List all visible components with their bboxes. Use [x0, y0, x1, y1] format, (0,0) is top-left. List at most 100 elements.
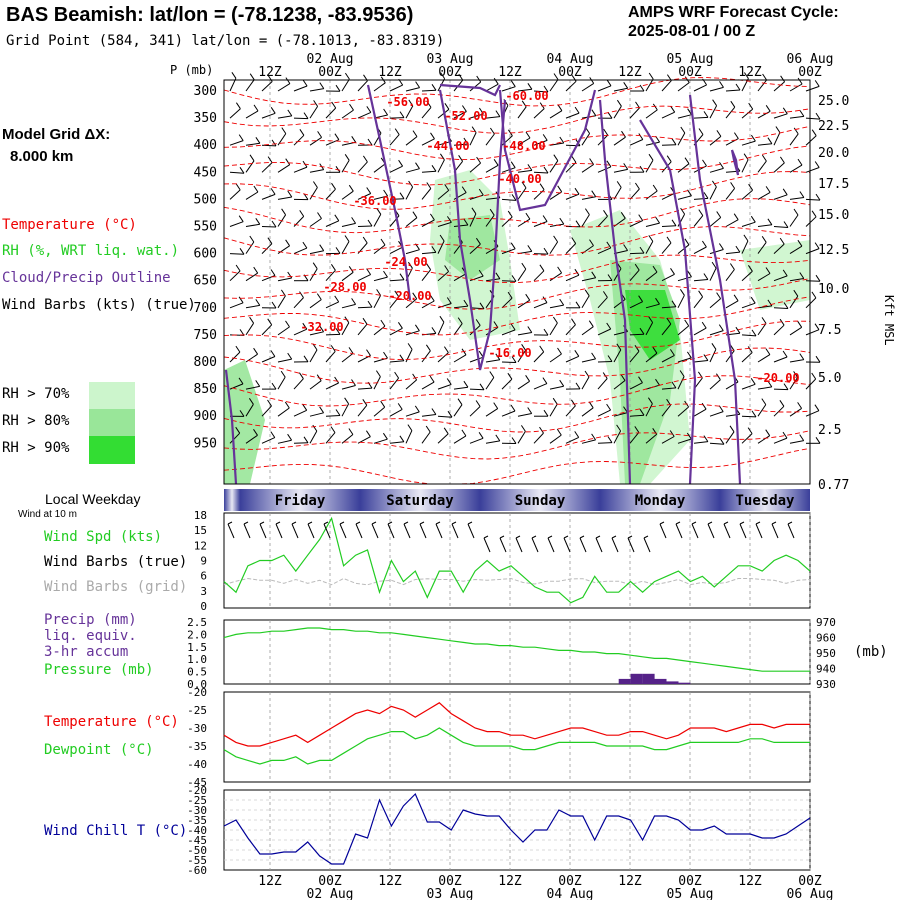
wind-barb-flag [761, 398, 767, 405]
wind-barb-flag [510, 323, 516, 331]
wind-barb-flag [253, 185, 259, 193]
wind-barb [581, 133, 591, 146]
wind-barb-flag [334, 295, 340, 303]
windchill-tick: -30 [187, 804, 207, 817]
wind-barb [501, 329, 516, 336]
wind-barb-flag [542, 134, 548, 141]
wind-barb [309, 250, 324, 255]
wind-barb [277, 295, 286, 309]
wind-barb-flag [698, 128, 704, 135]
dewpoint-line [223, 727, 810, 765]
wind-barb [549, 353, 562, 363]
wind-barb-flag [575, 382, 581, 390]
wind-barb-flag [255, 299, 261, 306]
wind-barb-flag [344, 72, 350, 80]
wind-barb-flag [510, 242, 516, 250]
top-time-tick: 12Z [738, 65, 762, 80]
surface-wind-barb [547, 537, 555, 553]
wind-barb-flag [543, 166, 549, 174]
wind-barb-flag [684, 319, 690, 327]
wind-barb [277, 83, 291, 92]
pressure-tick: 930 [816, 678, 836, 691]
wind-barb [469, 213, 477, 227]
wind-barb [741, 108, 754, 119]
wind-barb [357, 387, 373, 390]
temperature-contour-label: -24.00 [384, 255, 427, 269]
wind-barb [773, 243, 785, 254]
legend-precip-accum: 3-hr accum [44, 644, 129, 660]
wind-barb-flag [426, 263, 432, 270]
wind-barb-flag [443, 346, 449, 353]
wind-barb-flag [811, 291, 817, 299]
wind-barb [677, 195, 692, 200]
wind-barb [293, 166, 308, 173]
wind-barb [341, 322, 350, 336]
wind-barb-flag [779, 156, 785, 164]
wind-barb-flag [399, 192, 405, 199]
temperature-contour [223, 77, 811, 107]
pressure-level-label: 550 [194, 220, 217, 235]
wind-barb [517, 350, 527, 363]
wind-barb-flag [591, 109, 597, 116]
wind-barb [693, 279, 708, 282]
wind-barb-flag [270, 431, 276, 438]
wind-barb-flag [239, 167, 245, 174]
wind-barb-flag [525, 212, 531, 220]
wind-barb-flag [287, 433, 293, 441]
wind-barb-flag [686, 432, 692, 440]
pressure-tick: 960 [816, 632, 836, 645]
wind-barb-flag [762, 73, 768, 81]
wind-barb [405, 379, 417, 390]
wind-barb [661, 225, 677, 227]
wind-barb-flag [399, 111, 405, 118]
wind-barb [437, 433, 449, 444]
bottom-time-tick: 12Z [498, 874, 522, 889]
kft-axis-title: Kft MSL [882, 295, 896, 346]
wind-barb [533, 171, 549, 174]
wind-barb-flag [559, 298, 565, 306]
wind-barb-flag [521, 181, 527, 189]
wind-barb [501, 378, 513, 390]
wind-barb-flag [344, 154, 350, 161]
wind-barb [421, 269, 431, 282]
wind-barb [677, 163, 690, 173]
wind-barb-flag [253, 429, 258, 436]
wind-barb [501, 297, 513, 309]
wind-barb-flag [730, 182, 736, 189]
wind-barb [709, 267, 717, 281]
wind-barb-flag [671, 381, 677, 389]
wind-barb [533, 221, 548, 227]
wind-barb [789, 440, 804, 444]
wind-barb [533, 351, 545, 363]
wind-barb-flag [235, 345, 241, 353]
wind-barb-flag [461, 429, 467, 437]
wind-barb [629, 252, 645, 255]
wind-barb [645, 141, 660, 146]
wind-barb [437, 271, 449, 282]
wind-barb-flag [797, 402, 803, 409]
wind-barb [405, 249, 420, 255]
wind-speed-tick: 0 [200, 600, 207, 613]
wind-barb-flag [761, 154, 767, 162]
wind-barb [677, 132, 686, 146]
wind-barb-flag [235, 102, 241, 109]
windchill-tick: -50 [187, 844, 207, 857]
wind-barb-flag [478, 269, 484, 277]
top-time-tick: 00Z [678, 65, 702, 80]
wind-barb-flag [444, 184, 450, 191]
wind-barb-flag [312, 343, 318, 351]
wind-barb-flag [238, 377, 244, 385]
wind-barb-flag [287, 190, 293, 198]
wind-barb [709, 217, 722, 227]
wind-barb-flag [471, 207, 477, 215]
wind-barb-flag [557, 347, 562, 355]
wind-barb-flag [334, 376, 340, 384]
day-band-label: Saturday [386, 493, 454, 509]
cloud-outline [224, 369, 238, 485]
wind-barb-flag [701, 240, 707, 248]
wind-barb-flag [814, 323, 820, 330]
wind-barb [309, 136, 322, 146]
wind-barb [661, 354, 675, 363]
wind-barb [757, 160, 767, 173]
wind-barb-flag [542, 296, 548, 303]
